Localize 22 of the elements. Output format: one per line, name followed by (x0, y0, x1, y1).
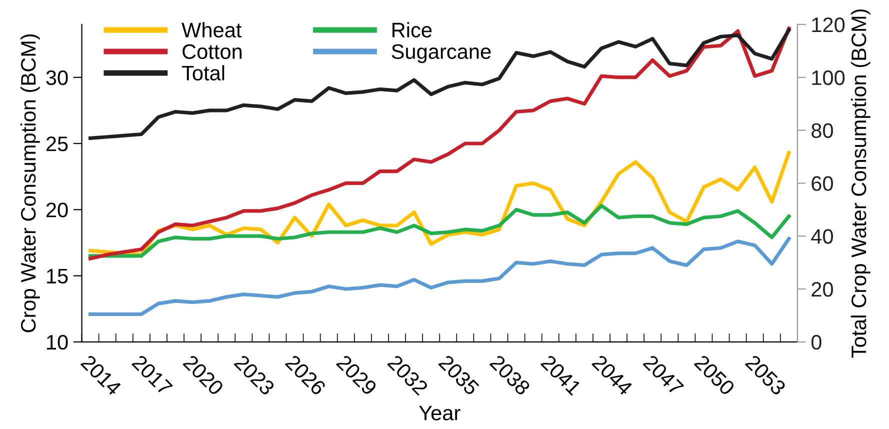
line-series (88, 204, 791, 258)
y-tick-label: 25 (46, 136, 68, 152)
line-series (88, 236, 791, 316)
legend-label: Sugarcane (392, 44, 491, 64)
y-tick-label: 30 (46, 70, 68, 86)
y-tick-label: 15 (47, 268, 68, 284)
y2-tick-label: 100 (812, 70, 845, 86)
y-tick-label: 20 (46, 202, 68, 218)
y2-axis-title: Total Crop Water Consumption (BCM) (850, 9, 870, 358)
x-axis-title: Year (419, 406, 460, 420)
legend-label: Cotton (182, 44, 242, 59)
y2-tick-label: 120 (812, 17, 845, 32)
legend-label: Wheat (182, 22, 242, 38)
y2-tick-label: 80 (812, 123, 833, 138)
y-axis-title: Crop Water Consumption (BCM) (20, 34, 40, 332)
y2-tick-label: 20 (812, 282, 833, 297)
y2-tick-label: 0 (811, 334, 822, 350)
y2-tick-label: 60 (812, 176, 833, 191)
legend-label: Total (182, 65, 224, 80)
y-tick-label: 10 (47, 334, 68, 350)
y2-tick-label: 40 (811, 229, 833, 244)
legend-label: Rice (392, 22, 432, 38)
